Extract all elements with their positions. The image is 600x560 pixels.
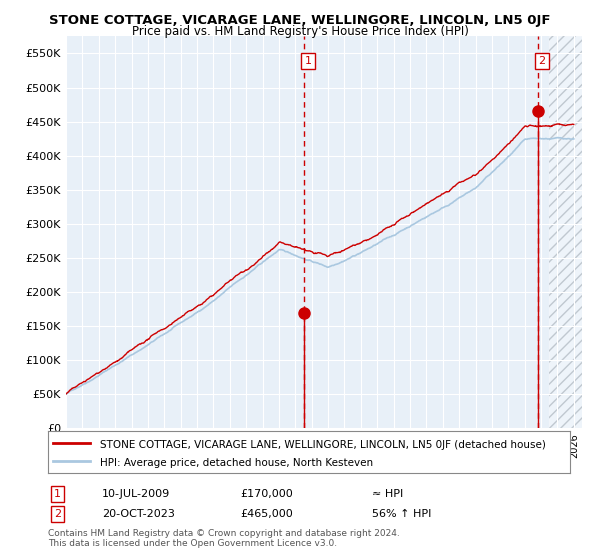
Text: 56% ↑ HPI: 56% ↑ HPI [372,509,431,519]
Text: £465,000: £465,000 [240,509,293,519]
Text: 1: 1 [54,489,61,499]
Text: Contains HM Land Registry data © Crown copyright and database right 2024.: Contains HM Land Registry data © Crown c… [48,529,400,538]
Text: 10-JUL-2009: 10-JUL-2009 [102,489,170,499]
Text: STONE COTTAGE, VICARAGE LANE, WELLINGORE, LINCOLN, LN5 0JF: STONE COTTAGE, VICARAGE LANE, WELLINGORE… [49,14,551,27]
Text: 2: 2 [539,56,546,66]
Text: £170,000: £170,000 [240,489,293,499]
Text: HPI: Average price, detached house, North Kesteven: HPI: Average price, detached house, Nort… [100,458,373,468]
Text: STONE COTTAGE, VICARAGE LANE, WELLINGORE, LINCOLN, LN5 0JF (detached house): STONE COTTAGE, VICARAGE LANE, WELLINGORE… [100,440,546,450]
Text: 20-OCT-2023: 20-OCT-2023 [102,509,175,519]
Text: Price paid vs. HM Land Registry's House Price Index (HPI): Price paid vs. HM Land Registry's House … [131,25,469,38]
Text: 1: 1 [305,56,311,66]
Text: This data is licensed under the Open Government Licence v3.0.: This data is licensed under the Open Gov… [48,539,337,548]
Text: 2: 2 [54,509,61,519]
Bar [549,36,582,428]
Text: ≈ HPI: ≈ HPI [372,489,403,499]
Bar [549,36,582,428]
